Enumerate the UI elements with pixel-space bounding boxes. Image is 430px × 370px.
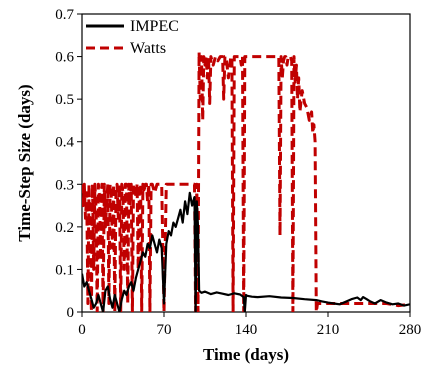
y-tick-label: 0.6: [55, 50, 74, 66]
y-tick-label: 0.3: [55, 177, 74, 193]
y-tick-label: 0.4: [55, 135, 74, 151]
x-tick-label: 0: [78, 322, 86, 338]
x-tick-label: 210: [317, 322, 340, 338]
y-tick-label: 0.1: [55, 262, 74, 278]
series-line-watts: [82, 50, 410, 312]
y-tick-label: 0.2: [55, 220, 74, 236]
y-tick-label: 0.5: [55, 92, 74, 108]
x-tick-label: 140: [235, 322, 258, 338]
x-axis-ticks: 0 70 140 210 280: [78, 312, 421, 338]
y-tick-label: 0.7: [55, 7, 74, 23]
x-tick-label: 70: [157, 322, 172, 338]
x-tick-label: 280: [399, 322, 422, 338]
legend-label-watts: Watts: [130, 40, 166, 57]
legend: IMPEC Watts: [86, 18, 179, 57]
legend-label-impec: IMPEC: [130, 18, 179, 35]
series-layer: [82, 50, 410, 312]
y-axis-ticks: 0 0.1 0.2 0.3 0.4 0.5 0.6 0.7: [55, 7, 82, 321]
series-line-impec: [82, 191, 410, 312]
y-tick-label: 0: [67, 305, 75, 321]
y-axis-title: Time-Step Size (days): [15, 84, 34, 241]
x-axis-title: Time (days): [203, 345, 289, 364]
